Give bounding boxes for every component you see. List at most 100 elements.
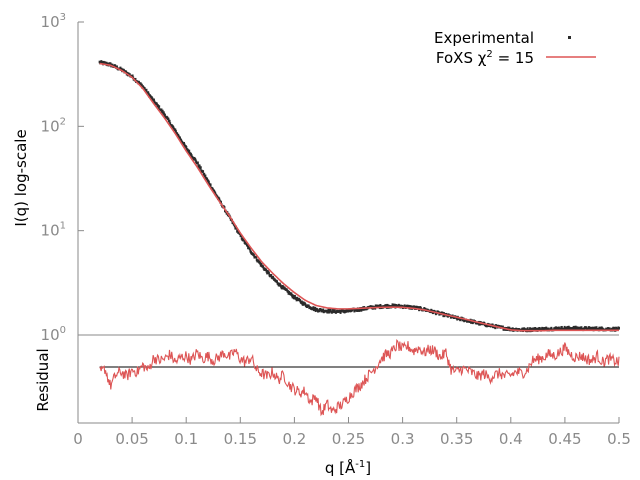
experimental-point <box>185 146 188 149</box>
experimental-point <box>471 321 474 325</box>
experimental-point <box>302 301 305 304</box>
experimental-point <box>270 274 273 277</box>
experimental-point <box>525 328 528 331</box>
experimental-point <box>526 327 529 330</box>
x-tick-label: 0.4 <box>499 430 523 448</box>
x-tick-label: 0.3 <box>391 430 415 448</box>
experimental-point <box>178 136 181 140</box>
experimental-point <box>119 66 122 70</box>
residual-line <box>99 339 620 417</box>
experimental-point <box>598 326 601 330</box>
experimental-point <box>312 306 315 309</box>
experimental-point <box>140 83 143 87</box>
experimental-point <box>293 296 296 300</box>
y-tick-label-exponent: 0 <box>60 325 66 336</box>
experimental-point <box>419 306 422 310</box>
experimental-point <box>478 323 481 326</box>
experimental-point <box>197 164 200 167</box>
experimental-point <box>362 308 365 311</box>
experimental-point <box>441 311 444 315</box>
experimental-point <box>459 318 462 322</box>
experimental-point <box>393 303 396 307</box>
x-axis-title-sup: -1 <box>355 459 365 470</box>
experimental-point <box>507 326 510 330</box>
experimental-point <box>151 97 154 100</box>
top-panel-series <box>98 60 620 333</box>
experimental-point <box>169 122 172 125</box>
experimental-point <box>456 317 459 321</box>
experimental-point <box>275 280 278 283</box>
experimental-point <box>206 177 209 181</box>
experimental-point <box>149 94 152 98</box>
experimental-point <box>287 292 290 295</box>
bottom-panel-series <box>99 339 620 417</box>
experimental-point <box>504 328 507 331</box>
experimental-point <box>385 304 388 308</box>
experimental-point <box>128 73 131 76</box>
experimental-point <box>379 303 382 307</box>
experimental-point <box>403 304 406 307</box>
y-tick-label-base: 10 <box>41 222 60 240</box>
experimental-point <box>114 64 117 68</box>
legend-label-foxs-tail: = 15 <box>493 49 534 67</box>
experimental-point <box>327 308 330 312</box>
experimental-point <box>285 288 288 292</box>
experimental-point <box>563 327 566 331</box>
experimental-point <box>216 195 219 199</box>
x-tick-label: 0.45 <box>548 430 581 448</box>
experimental-point <box>417 306 420 310</box>
y-tick-label: 100 <box>41 325 66 344</box>
x-tick-label: 0.5 <box>607 430 631 448</box>
experimental-point <box>595 326 598 329</box>
experimental-point <box>153 100 156 104</box>
experimental-point <box>299 299 302 302</box>
experimental-point <box>187 149 190 152</box>
experimental-point <box>408 305 411 308</box>
experimental-point <box>288 290 291 294</box>
x-axis-title-main: q [Å <box>325 458 356 477</box>
experimental-point <box>214 191 217 195</box>
experimental-point <box>207 180 210 184</box>
legend-label-experimental: Experimental <box>434 29 534 47</box>
experimental-point <box>246 244 249 247</box>
experimental-point <box>105 61 108 65</box>
experimental-point <box>188 151 191 155</box>
experimental-point <box>572 325 575 329</box>
y-tick-label-exponent: 1 <box>60 221 66 232</box>
experimental-point <box>301 303 304 306</box>
experimental-point <box>196 161 199 165</box>
experimental-point <box>358 309 361 312</box>
experimental-point <box>131 74 134 78</box>
experimental-point <box>172 126 175 130</box>
experimental-point <box>576 326 579 329</box>
experimental-point <box>371 305 374 309</box>
experimental-point <box>160 108 163 112</box>
experimental-point <box>152 98 155 102</box>
experimental-point <box>407 304 410 308</box>
experimental-point <box>339 311 342 314</box>
experimental-point <box>182 141 185 145</box>
y-tick-label-base: 10 <box>41 326 60 344</box>
bottom-panel-y-axis-title: Residual <box>34 348 52 411</box>
x-tick-label: 0.1 <box>174 430 198 448</box>
experimental-point <box>329 309 332 312</box>
experimental-point <box>236 229 239 232</box>
experimental-point <box>567 327 570 330</box>
experimental-point <box>271 275 274 279</box>
x-tick-label: 0 <box>73 430 83 448</box>
legend-point-glyph <box>568 36 571 39</box>
experimental-point <box>557 326 560 330</box>
experimental-point <box>155 102 158 106</box>
experimental-point <box>333 310 336 314</box>
experimental-point <box>356 309 359 312</box>
experimental-point <box>424 307 427 311</box>
experimental-point <box>580 326 583 329</box>
experimental-point <box>143 87 146 90</box>
experimental-point <box>147 92 150 96</box>
experimental-point <box>162 111 165 114</box>
experimental-point <box>189 152 192 156</box>
experimental-point <box>321 309 324 313</box>
experimental-point <box>280 285 283 288</box>
experimental-point <box>257 259 260 262</box>
